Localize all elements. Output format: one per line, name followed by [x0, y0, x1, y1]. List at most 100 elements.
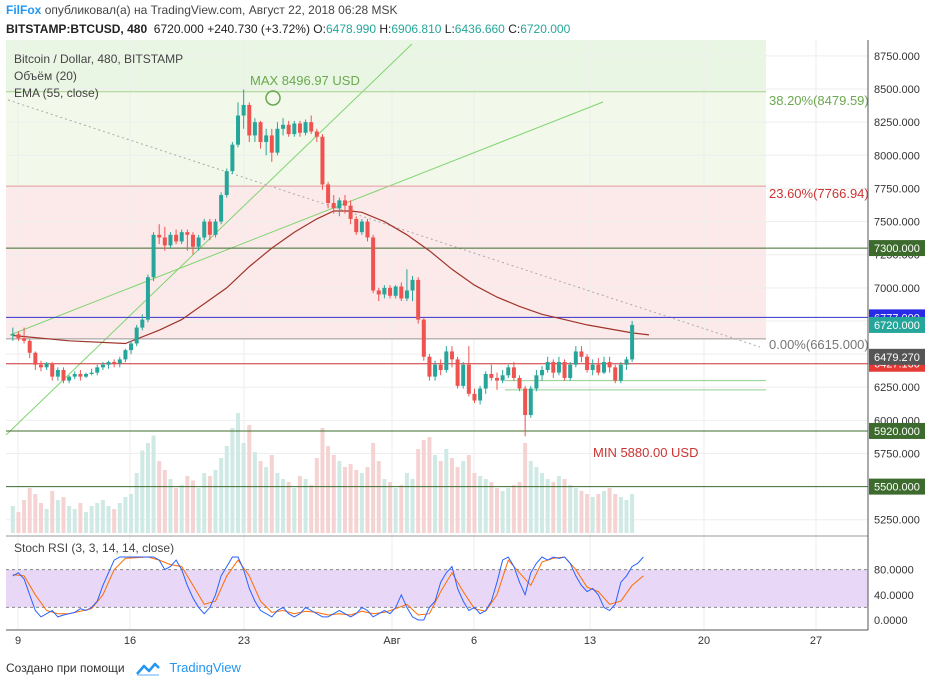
candle	[207, 218, 212, 241]
volume-bar	[365, 467, 370, 533]
volume-bar	[264, 467, 269, 533]
candle-body	[224, 171, 229, 196]
volume-bar	[196, 488, 201, 533]
channel-upper	[5, 43, 413, 436]
candle-body	[33, 352, 38, 365]
volume-bar	[247, 425, 252, 533]
volume-bar	[596, 494, 601, 533]
candle	[252, 118, 257, 143]
time-tick: 16	[124, 635, 136, 647]
volume-bar	[72, 509, 77, 533]
created-with-text: Создано при помощи	[6, 661, 125, 675]
candle-body	[478, 388, 483, 401]
candle-body	[438, 364, 443, 370]
candle	[472, 388, 477, 404]
candle-body	[123, 350, 128, 360]
candle	[590, 359, 595, 376]
price-tick: 8750.000	[874, 51, 920, 63]
candle-body	[112, 362, 117, 364]
rsi-title: Stoch RSI (3, 3, 14, 14, close)	[14, 541, 174, 555]
volume-bar	[444, 449, 449, 533]
volume-bar	[162, 470, 167, 533]
volume-bar	[466, 455, 471, 533]
candle-body	[540, 369, 545, 376]
candle-body	[275, 128, 280, 153]
price-tick: 5250.000	[874, 515, 920, 527]
candle-body	[168, 234, 173, 246]
volume-bar	[297, 476, 302, 533]
candle	[281, 118, 286, 136]
candle	[427, 354, 432, 381]
publish-info: FilFox опубликовал(а) на TradingView.com…	[6, 3, 398, 17]
candle-body	[613, 367, 618, 381]
rsi-tick: 0.0000	[874, 615, 908, 627]
candle	[100, 362, 105, 370]
candle-body	[78, 373, 83, 377]
volume-bar	[174, 488, 179, 533]
candle	[585, 354, 590, 373]
time-tick: Авг	[383, 635, 400, 647]
candles[interactable]	[10, 89, 635, 437]
candle	[309, 115, 314, 135]
volume-bar	[354, 470, 359, 533]
rsi-d-line	[12, 556, 644, 616]
volume-bar	[388, 482, 393, 533]
candle	[416, 277, 421, 324]
price-chart[interactable]: MAX 8496.97 USD MIN 5880.00 USD 38.20%(847…	[0, 40, 939, 655]
volume-bar	[393, 488, 398, 533]
candle	[523, 385, 528, 437]
volume-bar	[117, 503, 122, 533]
time-axis[interactable]: 9 16 23 Авг 6 13 20 27	[15, 635, 822, 647]
candle-body	[376, 290, 381, 295]
volume-bar	[461, 461, 466, 533]
candle	[202, 218, 207, 241]
candle-body	[534, 375, 539, 389]
low-value: 6436.660	[454, 22, 505, 36]
volume-bar	[506, 488, 511, 533]
legend-title: Bitcoin / Dollar, 480, BITSTAMP	[14, 52, 183, 66]
candle-body	[117, 359, 122, 364]
rsi-k-line	[12, 556, 644, 621]
candle-body	[410, 279, 415, 291]
author-name[interactable]: FilFox	[6, 3, 42, 17]
price-axis[interactable]: 8750.000 8500.000 8250.000 8000.000 7750.000…	[869, 51, 925, 627]
candle	[33, 351, 38, 370]
candle	[151, 232, 156, 282]
candle	[38, 360, 43, 372]
candle	[89, 368, 94, 376]
candle	[382, 285, 387, 299]
ohlc-header: BITSTAMP:BTCUSD, 480 6720.000 +240.730 (…	[6, 22, 570, 36]
candle	[613, 364, 618, 384]
volume-bar	[337, 461, 342, 533]
stoch-rsi-pane[interactable]	[6, 556, 868, 621]
price-tag: 6720.000	[874, 320, 920, 332]
candle-body	[326, 184, 331, 204]
tradingview-brand[interactable]: TradingView	[169, 660, 241, 675]
candle	[72, 371, 77, 380]
candle	[556, 356, 561, 376]
candle-body	[264, 135, 269, 143]
candle	[601, 356, 606, 374]
volume-bar	[269, 455, 274, 533]
candle-body	[348, 205, 353, 219]
candle-body	[416, 279, 421, 320]
candle-body	[10, 334, 15, 336]
candle	[112, 359, 117, 368]
volume-bar	[618, 497, 623, 533]
volume-bar	[241, 443, 246, 533]
candle-body	[551, 362, 556, 373]
time-tick: 6	[471, 635, 477, 647]
volume-bar	[523, 443, 528, 533]
volume-bar	[10, 506, 15, 533]
candle-body	[207, 221, 212, 235]
candle-body	[342, 200, 347, 206]
volume-bar	[38, 503, 43, 533]
candle	[241, 89, 246, 129]
volume-bar	[449, 458, 454, 533]
volume-bar	[224, 446, 229, 533]
volume-bar	[478, 476, 483, 533]
candle-body	[444, 351, 449, 370]
time-tick: 13	[584, 635, 596, 647]
candle	[388, 285, 393, 299]
candle	[264, 128, 269, 156]
